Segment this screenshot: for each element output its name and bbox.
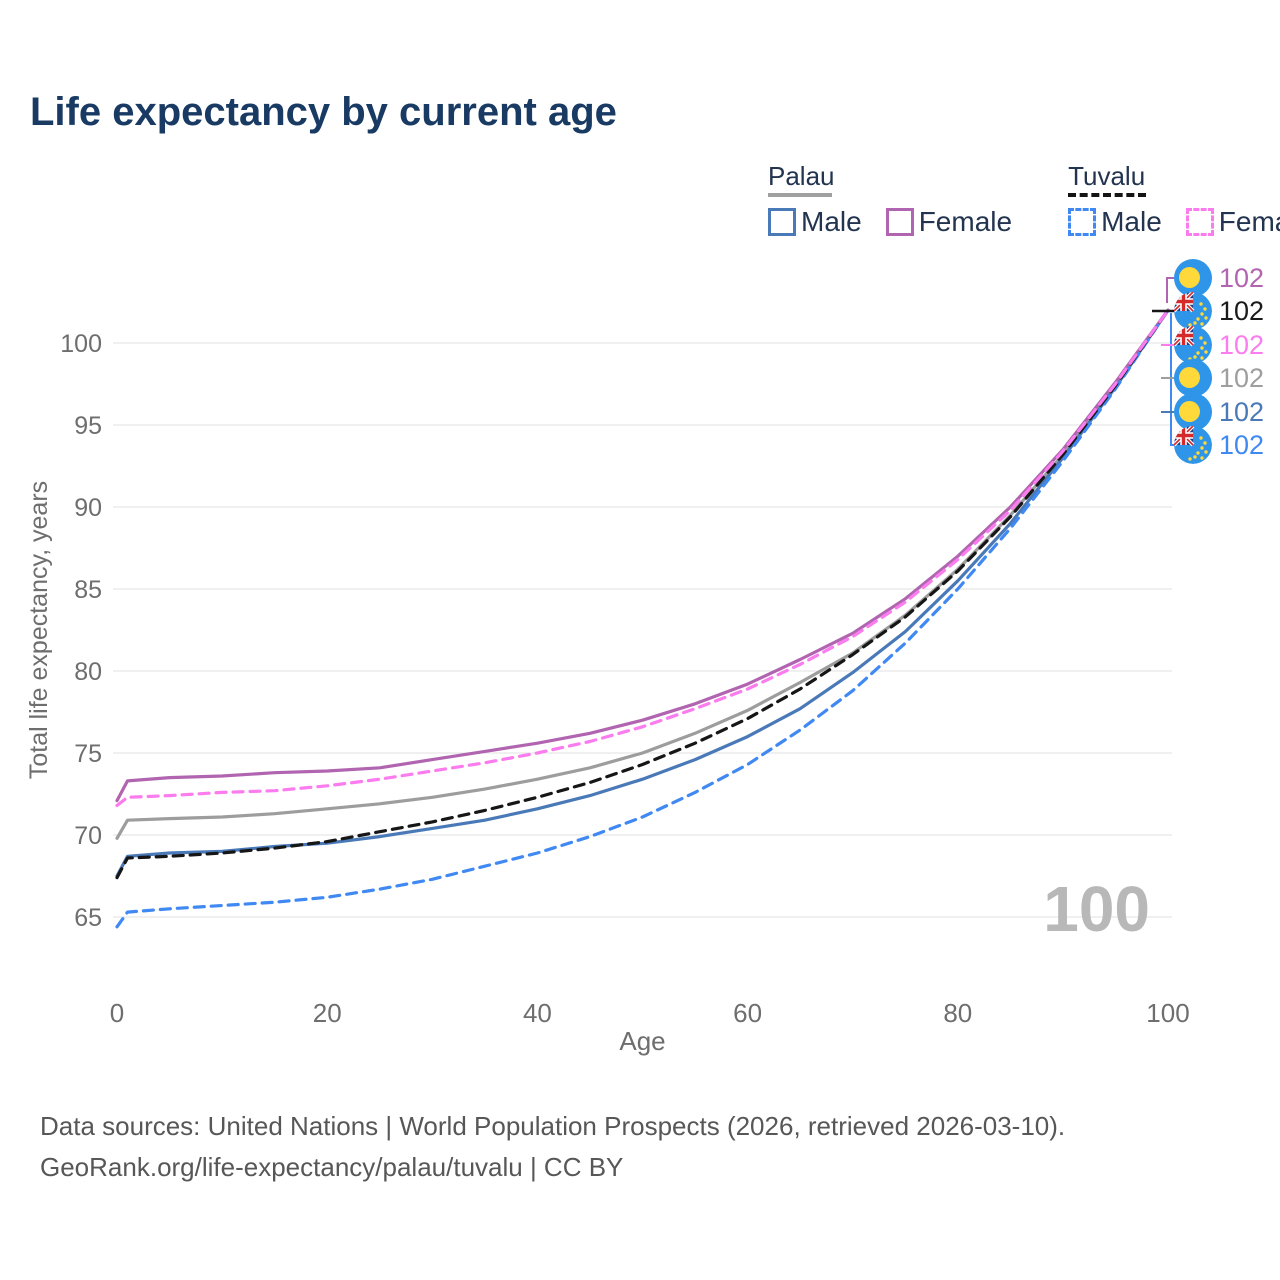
palau-flag-icon	[1174, 393, 1212, 431]
chart-title: Life expectancy by current age	[30, 90, 617, 134]
end-label-row-palau: 102	[1174, 359, 1264, 397]
y-tick-label: 90	[74, 494, 102, 522]
tuvalu-flag-icon	[1174, 326, 1212, 364]
series-line-palau-female[interactable]	[115, 308, 1170, 803]
legend-country-tuvalu[interactable]: Tuvalu	[1068, 161, 1146, 191]
end-label-value: 102	[1219, 362, 1265, 393]
end-label-value: 102	[1219, 429, 1265, 460]
x-tick-label: 20	[313, 998, 342, 1028]
legend-item-tuvalu-male[interactable]: Male	[1068, 206, 1162, 238]
end-label-row-palau-female: 102	[1174, 259, 1264, 297]
series-line-palau[interactable]	[115, 308, 1170, 840]
y-tick-label: 95	[74, 412, 102, 440]
end-label-value: 102	[1219, 329, 1265, 360]
palau-female-swatch-icon	[885, 208, 914, 236]
y-tick-label: 100	[60, 330, 102, 358]
tuvalu-female-swatch-icon	[1185, 208, 1214, 236]
palau-flag-icon	[1174, 359, 1212, 397]
leader-line-tuvalu-male	[1170, 313, 1174, 446]
end-label-value: 102	[1219, 295, 1265, 326]
end-label-row-tuvalu-female: 102	[1174, 326, 1264, 364]
y-tick-label: 65	[74, 904, 102, 932]
x-tick-label: 40	[523, 998, 552, 1028]
legend-country-palau[interactable]: Palau	[768, 161, 835, 191]
legend-label: Male	[801, 206, 862, 237]
x-tick-label: 60	[733, 998, 762, 1028]
legend-label: Male	[1101, 206, 1162, 237]
legend-group-tuvalu: Tuvalu Male Female	[1068, 163, 1280, 238]
footer-url: GeoRank.org/life-expectancy/palau/tuvalu…	[40, 1152, 624, 1182]
tuvalu-flag-icon	[1174, 292, 1212, 330]
tuvalu-flag-icon	[1174, 426, 1212, 464]
y-tick-label: 80	[74, 658, 102, 686]
y-axis-title: Total life expectancy, years	[25, 481, 53, 779]
palau-flag-icon	[1174, 259, 1212, 297]
y-tick-label: 85	[74, 576, 102, 604]
series-line-tuvalu[interactable]	[115, 308, 1170, 880]
x-axis-title: Age	[619, 1026, 665, 1056]
tuvalu-male-swatch-icon	[1068, 208, 1097, 236]
legend-group-palau: Palau Male Female	[768, 163, 1012, 238]
palau-solid-line-sample	[768, 193, 832, 197]
series-line-tuvalu-female[interactable]	[115, 308, 1170, 808]
tuvalu-dashed-line-sample	[1068, 193, 1147, 197]
series-line-tuvalu-male[interactable]	[115, 308, 1170, 929]
legend-item-palau-female[interactable]: Female	[885, 206, 1013, 238]
end-label-value: 102	[1219, 262, 1265, 293]
palau-male-swatch-icon	[768, 208, 796, 236]
footer-data-sources: Data sources: United Nations | World Pop…	[40, 1111, 1066, 1141]
footer: Data sources: United Nations | World Pop…	[40, 1106, 1065, 1188]
legend-label: Female	[918, 206, 1013, 237]
end-label-row-tuvalu: 102	[1174, 292, 1264, 330]
legend-label: Female	[1218, 206, 1280, 237]
x-tick-label: 80	[943, 998, 972, 1028]
end-label-row-tuvalu-male: 102	[1174, 426, 1264, 464]
x-tick-label: 100	[1146, 998, 1189, 1028]
watermark-100: 100	[1043, 873, 1150, 945]
legend: Palau Male Female Tuvalu Male	[768, 163, 1280, 238]
leader-line-palau-female	[1166, 277, 1174, 303]
legend-item-palau-male[interactable]: Male	[768, 206, 862, 238]
y-tick-label: 75	[74, 740, 102, 768]
x-tick-label: 0	[110, 998, 124, 1028]
end-label-row-palau-male: 102	[1174, 393, 1264, 431]
end-label-value: 102	[1219, 396, 1265, 427]
legend-item-tuvalu-female[interactable]: Female	[1185, 206, 1280, 238]
y-tick-label: 70	[74, 822, 102, 850]
